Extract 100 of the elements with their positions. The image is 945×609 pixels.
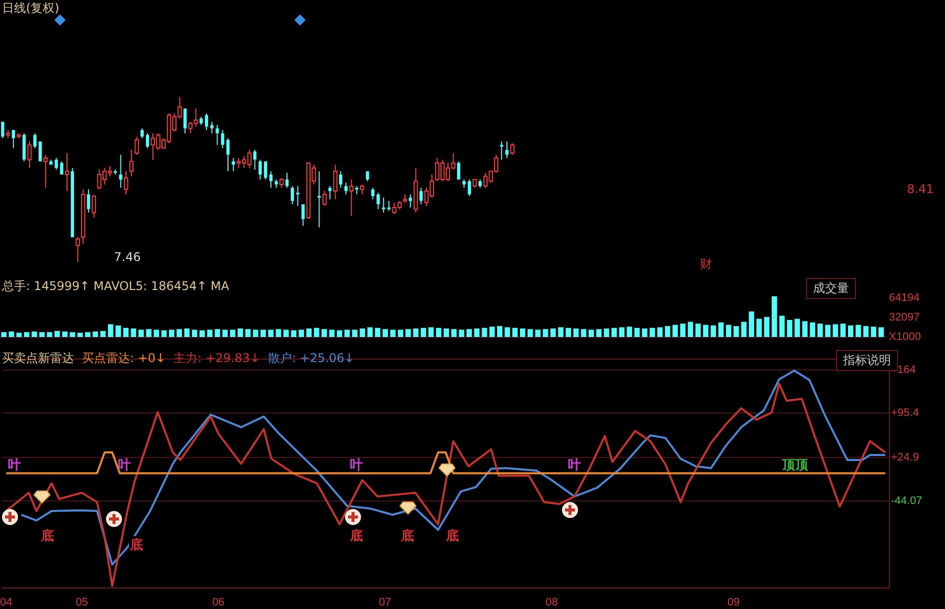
bar <box>642 328 648 337</box>
bar <box>878 327 884 337</box>
candlestick <box>216 124 219 146</box>
bar <box>810 322 816 337</box>
bar <box>520 328 526 337</box>
bar <box>650 328 655 337</box>
bar <box>657 327 663 337</box>
bar <box>832 324 838 337</box>
bar <box>436 328 442 337</box>
candlestick <box>210 121 214 134</box>
candlestick <box>253 149 256 170</box>
candlestick <box>114 169 117 176</box>
bar <box>108 324 114 337</box>
bar <box>772 296 778 337</box>
bar <box>39 332 45 337</box>
bar <box>406 329 411 337</box>
x-tick-label: 08 <box>546 596 558 608</box>
annotation: 叶 <box>350 457 363 474</box>
bar <box>558 327 564 337</box>
bar <box>664 326 670 337</box>
candlestick <box>81 188 86 244</box>
bar <box>497 326 502 337</box>
candlestick <box>6 130 10 139</box>
bar <box>573 328 579 337</box>
bar <box>756 318 762 337</box>
bar <box>566 328 572 337</box>
y-tick-label: +95.4 <box>891 407 919 420</box>
candlestick <box>468 179 472 196</box>
bar <box>504 327 510 337</box>
text: 8.41 <box>907 182 934 196</box>
bar <box>611 328 617 337</box>
bar <box>528 329 533 337</box>
bar <box>619 327 624 337</box>
bar <box>70 332 76 337</box>
annotation: 7.46 <box>114 250 141 264</box>
bar <box>848 325 854 337</box>
bar <box>367 327 373 337</box>
bar <box>130 328 136 337</box>
bar <box>291 330 296 337</box>
text: 主力: +29.83↓ <box>174 351 260 365</box>
bar <box>8 332 14 337</box>
bar <box>306 328 312 337</box>
bar <box>734 326 739 337</box>
bar <box>626 326 632 337</box>
candlestick <box>290 186 294 205</box>
candlestick <box>200 116 203 126</box>
candlestick <box>285 172 289 188</box>
bar <box>222 330 228 337</box>
bar <box>329 330 335 337</box>
bar <box>184 328 190 337</box>
bar <box>786 320 792 337</box>
candlestick <box>505 141 509 159</box>
candlestick <box>226 138 230 172</box>
bar <box>794 318 800 337</box>
bar <box>214 329 220 337</box>
bar <box>390 330 396 337</box>
bar <box>802 321 808 337</box>
bar <box>604 328 610 337</box>
bar <box>863 326 869 337</box>
bar <box>283 330 289 337</box>
candlestick <box>296 186 300 206</box>
bar <box>444 328 449 337</box>
candlestick <box>92 196 96 218</box>
bar <box>870 326 876 337</box>
bar <box>138 330 144 337</box>
bar <box>695 324 701 337</box>
candlestick <box>43 154 48 188</box>
bar <box>1 332 6 337</box>
x-tick-label: 04 <box>0 596 12 608</box>
candlestick <box>258 159 262 180</box>
bar <box>451 329 457 337</box>
x-tick-label: 09 <box>728 596 740 608</box>
bar <box>542 329 548 337</box>
text: 散户: +25.06↓ <box>268 351 354 365</box>
bar <box>200 330 205 337</box>
bar <box>176 329 182 337</box>
bar <box>428 327 434 337</box>
candlestick <box>134 136 139 156</box>
candlestick <box>12 130 16 149</box>
candlestick <box>478 179 482 188</box>
candlestick <box>33 132 36 149</box>
candlestick <box>146 132 150 149</box>
annotation: 叶 <box>8 457 21 474</box>
bar <box>466 329 472 337</box>
candlestick <box>318 170 321 228</box>
candlestick <box>1 122 4 139</box>
bar <box>825 324 830 337</box>
candlestick <box>76 236 80 262</box>
candlestick <box>344 182 348 195</box>
annotation: 底 <box>446 528 459 545</box>
bar <box>458 330 464 337</box>
text: 财 <box>700 256 712 273</box>
candlestick <box>462 179 466 188</box>
bar <box>580 329 586 337</box>
bar <box>360 328 366 337</box>
bar <box>16 332 22 337</box>
chart-title: 买卖点新雷达 <box>2 351 74 365</box>
x-tick-label: 06 <box>212 596 224 608</box>
bar <box>298 330 304 337</box>
candlestick <box>86 188 90 213</box>
